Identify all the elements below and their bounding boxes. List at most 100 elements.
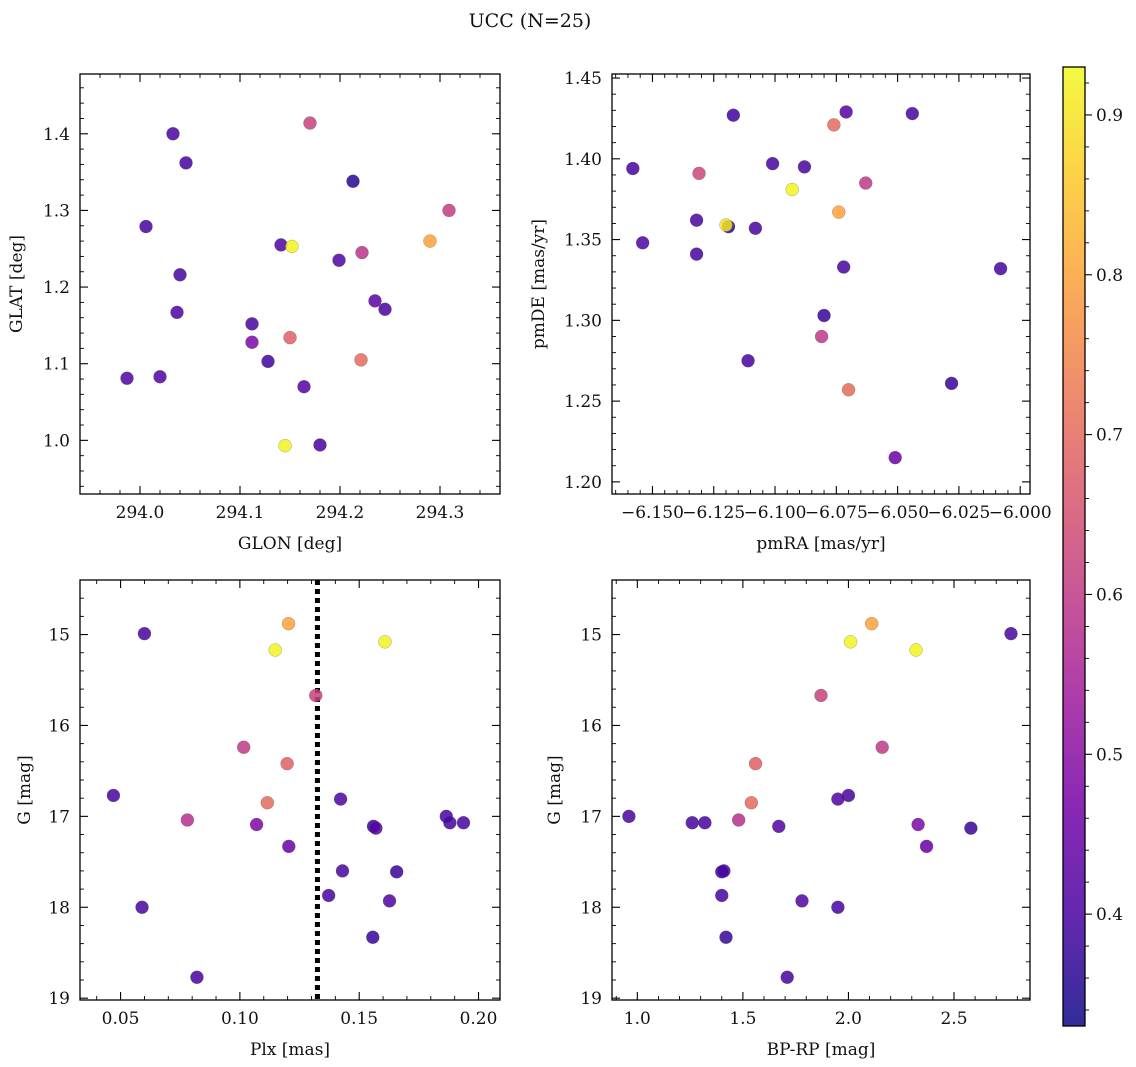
x-tick-label: 294.1 [216, 503, 265, 523]
data-point [622, 809, 636, 824]
y-tick-label: 18 [580, 898, 602, 918]
data-point [139, 219, 153, 234]
data-point [120, 371, 134, 385]
y-tick-label: 17 [48, 807, 70, 827]
data-point [993, 261, 1008, 276]
data-point [689, 247, 704, 261]
data-point [268, 643, 282, 657]
data-point [719, 218, 733, 232]
data-point [859, 176, 873, 190]
y-tick-label: 1.30 [564, 311, 602, 331]
data-point [303, 116, 317, 130]
x-tick-label: −6.000 [989, 503, 1052, 523]
data-point [731, 813, 746, 827]
data-point [378, 302, 392, 316]
data-point [831, 900, 845, 914]
data-point [814, 329, 829, 344]
colorbar-tick-label: 0.8 [1096, 266, 1123, 286]
data-point [179, 156, 193, 170]
data-point [1004, 626, 1018, 641]
data-point [280, 756, 294, 771]
data-point [354, 353, 368, 367]
x-axis-label: GLON [deg] [238, 534, 342, 554]
data-point [389, 865, 404, 879]
y-tick-label: 17 [580, 807, 602, 827]
data-point [827, 118, 841, 132]
data-point [875, 740, 889, 754]
axes-frame [611, 579, 1031, 1001]
data-point [442, 203, 456, 218]
colorbar-tick-label: 0.7 [1096, 426, 1123, 446]
x-tick-label: 0.15 [340, 1009, 378, 1029]
y-tick-label: 1.3 [43, 201, 70, 221]
x-tick-label: 294.2 [316, 503, 365, 523]
data-point [726, 108, 741, 122]
data-point [717, 864, 731, 878]
data-point [785, 182, 799, 197]
data-point [831, 792, 845, 806]
data-point [378, 635, 392, 649]
data-point [741, 354, 755, 368]
data-point [282, 839, 296, 854]
axes-frame [79, 579, 501, 1001]
data-point [335, 864, 350, 878]
data-point [180, 813, 195, 827]
data-point [106, 788, 121, 803]
y-tick-label: 16 [580, 716, 602, 736]
data-point [635, 236, 650, 250]
data-point [281, 616, 296, 631]
data-point [919, 839, 934, 854]
data-point [137, 626, 152, 641]
data-point [237, 740, 251, 754]
data-point [814, 688, 828, 703]
colorbar-gradient [1062, 66, 1086, 1027]
data-point [423, 234, 437, 248]
panel-1: 294.0 294.1 294.2 294.3 1.0 1.1 1.2 1.3 1.4 GLON … [7, 73, 501, 554]
x-tick-label: −6.150 [621, 503, 684, 523]
data-point [283, 330, 297, 345]
data-point [245, 335, 259, 349]
data-point [346, 174, 360, 188]
data-point [260, 796, 275, 810]
data-point [964, 821, 978, 835]
data-point [368, 294, 382, 308]
x-tick-label: −6.050 [866, 503, 929, 523]
data-point [795, 894, 809, 908]
data-point [135, 900, 149, 914]
x-tick-label: −6.075 [805, 503, 868, 523]
x-tick-label: 294.0 [116, 503, 165, 523]
data-point [261, 354, 275, 369]
data-point [369, 821, 383, 835]
scatter-panels: 294.0 294.1 294.2 294.3 1.0 1.1 1.2 1.3 1.4 GLON … [7, 69, 1052, 1060]
data-point [843, 635, 858, 649]
data-point [905, 106, 920, 121]
y-tick-label: 1.4 [43, 125, 70, 145]
x-tick-label: 1.0 [624, 1009, 651, 1029]
data-point [382, 894, 397, 908]
data-point [817, 308, 831, 323]
x-tick-label: 0.05 [102, 1009, 140, 1029]
y-tick-label: 18 [48, 898, 70, 918]
y-tick-label: 15 [580, 626, 602, 646]
panel-4: 1.0 1.5 2.0 2.5 15 16 17 18 19 BP-RP [mag] G [mag] [545, 579, 1031, 1060]
y-axis-label: pmDE [mas/yr] [529, 219, 549, 349]
x-tick-label: 2.5 [940, 1009, 967, 1029]
data-point [836, 260, 851, 274]
data-point [689, 213, 704, 227]
colorbar-tick-label: 0.9 [1096, 106, 1123, 126]
data-point [692, 166, 706, 181]
y-tick-label: 1.0 [43, 431, 70, 451]
data-point [332, 253, 346, 267]
data-point [626, 161, 640, 176]
data-point [309, 688, 323, 703]
data-point [297, 380, 311, 394]
panel-3: 0.05 0.10 0.15 0.20 15 16 17 18 19 Plx [mas] G [ma… [15, 579, 501, 1060]
data-point [313, 438, 327, 452]
x-axis-label: pmRA [mas/yr] [756, 534, 885, 554]
data-point [888, 450, 902, 465]
data-point [685, 816, 699, 830]
data-point [715, 888, 729, 903]
figure-title: UCC (N=25) [469, 10, 592, 32]
y-axis-label: G [mag] [545, 755, 565, 824]
